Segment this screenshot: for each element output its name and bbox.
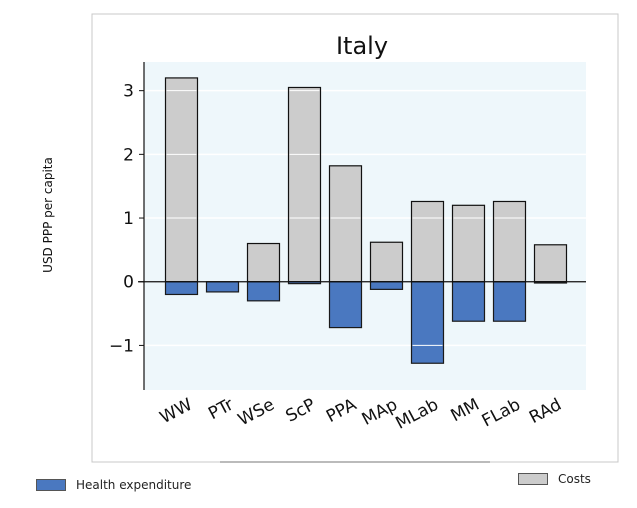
bar-health-FLab — [492, 281, 527, 322]
bar-health-PPA — [328, 281, 363, 329]
legend-health: Health expenditure — [36, 478, 191, 492]
bar-health-MAp — [369, 281, 404, 290]
legend-costs-swatch — [518, 473, 548, 485]
legend-health-label: Health expenditure — [76, 478, 192, 492]
legend-costs-label: Costs — [558, 472, 591, 486]
bar-costs-WW — [164, 77, 199, 283]
bar-costs-WSe — [246, 242, 281, 283]
bar-health-MLab — [410, 281, 445, 364]
bar-health-MM — [451, 281, 486, 322]
bar-costs-MLab — [410, 200, 445, 283]
y-tick-label-4: 3 — [123, 82, 134, 102]
y-tick-label-3: 2 — [123, 145, 134, 165]
bar-health-WW — [164, 281, 199, 296]
bar-costs-MM — [451, 204, 486, 283]
bar-health-WSe — [246, 281, 281, 302]
chart-title: Italy — [336, 32, 388, 60]
y-tick-label-2: 1 — [123, 209, 134, 229]
bars — [164, 77, 568, 364]
y-axis-label: USD PPP per capita — [41, 157, 55, 273]
bar-health-PTr — [205, 281, 240, 293]
bar-costs-ScP — [287, 86, 322, 283]
y-tick-label-1: 0 — [123, 273, 134, 293]
legend-costs: Costs — [518, 472, 591, 486]
bar-costs-MAp — [369, 241, 404, 283]
bar-costs-FLab — [492, 200, 527, 283]
bar-costs-RAd — [533, 244, 568, 283]
bar-costs-PPA — [328, 165, 363, 283]
y-tick-label-0: −1 — [109, 336, 134, 356]
legend-health-swatch — [36, 479, 66, 491]
